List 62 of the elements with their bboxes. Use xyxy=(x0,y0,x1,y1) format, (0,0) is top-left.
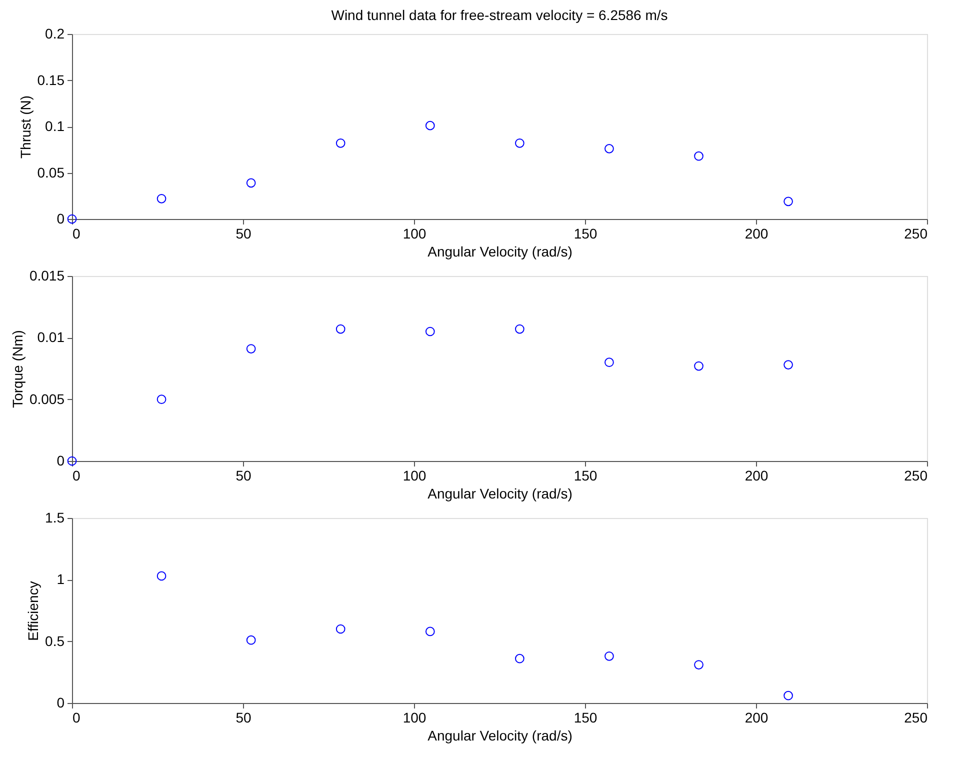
point xyxy=(604,144,614,154)
point xyxy=(514,324,524,334)
point xyxy=(784,360,793,370)
point xyxy=(604,358,614,368)
x-tick-label: 50 xyxy=(236,226,252,242)
x-tick-label: 0 xyxy=(72,710,80,726)
y-axis-title: Thrust (N) xyxy=(17,96,34,158)
y-tick-label: 0.01 xyxy=(37,329,65,346)
x-axis-title: Angular Velocity (rad/s) xyxy=(428,244,572,260)
x-tick-label: 150 xyxy=(574,226,598,242)
y-tick-label: 0 xyxy=(56,210,65,226)
y-tick-label: 0.15 xyxy=(37,72,65,88)
y-axis-title: Efficiency xyxy=(25,581,42,641)
point xyxy=(604,651,614,661)
y-tick-label: 1 xyxy=(56,571,65,588)
y-tick-label: 0.2 xyxy=(45,26,65,42)
point xyxy=(694,361,704,371)
x-axis-title: Angular Velocity (rad/s) xyxy=(428,486,572,502)
point xyxy=(694,151,704,161)
y-tick-label: 0.015 xyxy=(29,268,65,284)
point xyxy=(784,690,793,700)
point xyxy=(336,624,346,634)
y-axis-title: Torque (Nm) xyxy=(9,330,26,408)
y-tick-label: 0 xyxy=(56,694,65,710)
y-tick-label: 0.5 xyxy=(45,632,65,649)
x-tick-label: 150 xyxy=(574,468,598,484)
y-tick-label: 0 xyxy=(56,452,65,468)
x-tick-label: 200 xyxy=(744,710,768,726)
y-tick-label: 0.005 xyxy=(29,390,65,407)
point xyxy=(246,344,256,354)
x-tick-label: 150 xyxy=(574,710,598,726)
x-tick-label: 50 xyxy=(236,468,252,484)
x-tick-label: 50 xyxy=(236,710,252,726)
x-tick-label: 100 xyxy=(402,710,426,726)
point xyxy=(156,394,166,404)
x-tick-label: 250 xyxy=(904,226,928,242)
point xyxy=(336,324,346,334)
point xyxy=(425,626,435,636)
x-tick-label: 250 xyxy=(904,468,928,484)
x-tick-label: 200 xyxy=(744,226,768,242)
point xyxy=(336,138,346,148)
x-tick-label: 250 xyxy=(904,710,928,726)
y-tick-label: 0.1 xyxy=(45,118,65,134)
x-tick-label: 100 xyxy=(402,226,426,242)
y-tick-label: 0.05 xyxy=(37,164,65,180)
point xyxy=(246,178,256,188)
point xyxy=(425,326,435,336)
x-tick-label: 0 xyxy=(72,468,80,484)
point xyxy=(156,194,166,204)
y-tick-label: 1.5 xyxy=(45,510,65,526)
point xyxy=(514,138,524,148)
x-tick-label: 100 xyxy=(402,468,426,484)
x-axis-title: Angular Velocity (rad/s) xyxy=(428,728,572,744)
x-tick-label: 0 xyxy=(72,226,80,242)
point xyxy=(514,654,524,664)
point xyxy=(694,660,704,670)
x-tick-label: 200 xyxy=(744,468,768,484)
point xyxy=(246,635,256,645)
point xyxy=(425,120,435,130)
chart-title: Wind tunnel data for free-stream velocity = 6.2586 m/s xyxy=(331,7,668,23)
point xyxy=(784,196,793,206)
point xyxy=(156,571,166,581)
